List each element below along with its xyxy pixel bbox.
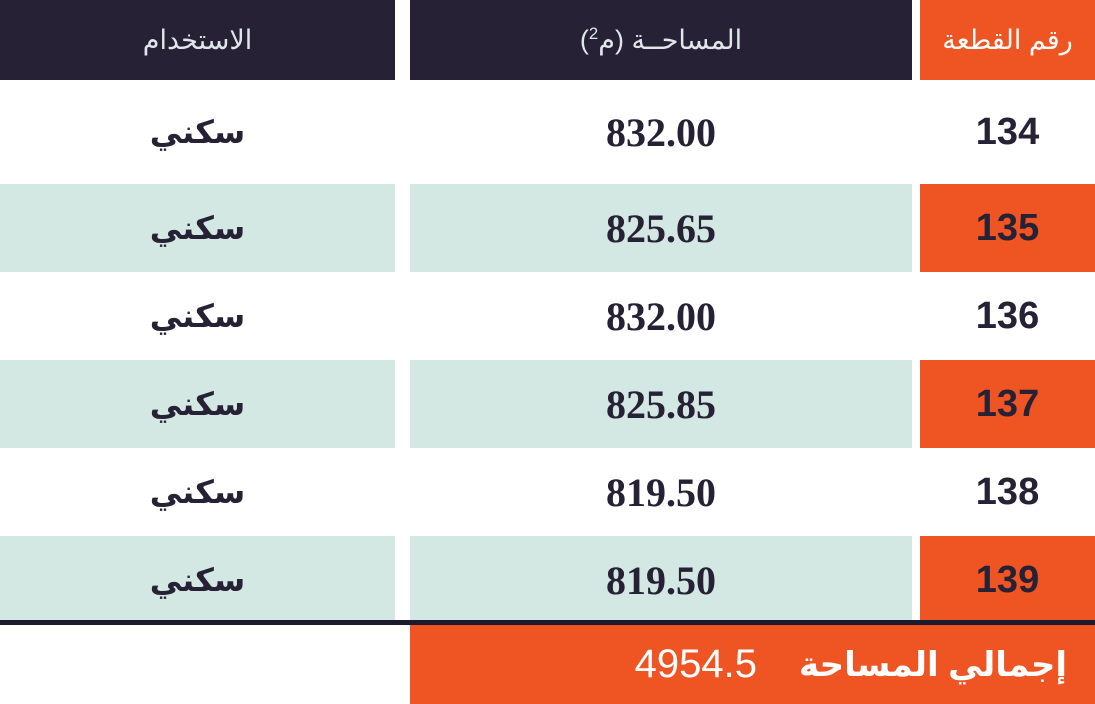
table-row-cell-area: 825.85 <box>410 360 912 448</box>
table-row-cell-area: 825.65 <box>410 184 912 272</box>
area-value: 825.65 <box>606 205 716 251</box>
usage-value: سكني <box>149 474 246 510</box>
plot-number-value: 139 <box>975 558 1040 601</box>
square-exponent: 2 <box>588 23 599 43</box>
table-row-cell-area: 832.00 <box>410 88 912 176</box>
table-row-cell-usage: سكني <box>0 360 395 448</box>
table-row-cell-plot: 137 <box>920 360 1095 448</box>
table-row-cell-area: 819.50 <box>410 536 912 624</box>
table-row-cell-plot: 136 <box>920 272 1095 360</box>
area-value: 825.85 <box>606 381 716 427</box>
column-header-usage-label: الاستخدام <box>142 24 253 55</box>
plot-number-value: 134 <box>975 110 1040 153</box>
table-footer-divider <box>0 620 1095 625</box>
table-row-cell-plot: 135 <box>920 184 1095 272</box>
total-area-value: 4954.5 <box>634 642 757 686</box>
total-area-label: إجمالي المساحة <box>798 645 1067 684</box>
usage-value: سكني <box>149 386 246 422</box>
table-row-cell-usage: سكني <box>0 88 395 176</box>
table-row-cell-area: 832.00 <box>410 272 912 360</box>
table-row-cell-plot: 139 <box>920 536 1095 624</box>
table-row-cell-usage: سكني <box>0 536 395 624</box>
table-row-cell-plot: 134 <box>920 88 1095 176</box>
table-row-cell-usage: سكني <box>0 272 395 360</box>
area-value: 819.50 <box>606 557 716 603</box>
usage-value: سكني <box>149 114 246 150</box>
table-row-cell-area: 819.50 <box>410 448 912 536</box>
column-header-plot-number-label: رقم القطعة <box>942 24 1073 55</box>
total-area-row: إجمالي المساحة 4954.5 <box>410 625 1095 704</box>
area-value: 832.00 <box>606 293 716 339</box>
table-row-cell-usage: سكني <box>0 448 395 536</box>
plot-number-value: 138 <box>975 470 1040 513</box>
plot-number-value: 135 <box>975 206 1040 249</box>
usage-value: سكني <box>149 298 246 334</box>
column-header-usage: الاستخدام <box>0 0 395 80</box>
table-row-cell-usage: سكني <box>0 184 395 272</box>
plot-number-value: 136 <box>975 294 1040 337</box>
column-header-plot-number: رقم القطعة <box>920 0 1095 80</box>
column-header-area-label: المساحــة (م2) <box>579 23 743 55</box>
plot-number-value: 137 <box>975 382 1040 425</box>
usage-value: سكني <box>149 210 246 246</box>
area-value: 819.50 <box>606 469 716 515</box>
table-row-cell-plot: 138 <box>920 448 1095 536</box>
area-value: 832.00 <box>606 109 716 155</box>
usage-value: سكني <box>149 562 246 598</box>
column-header-area: المساحــة (م2) <box>410 0 912 80</box>
